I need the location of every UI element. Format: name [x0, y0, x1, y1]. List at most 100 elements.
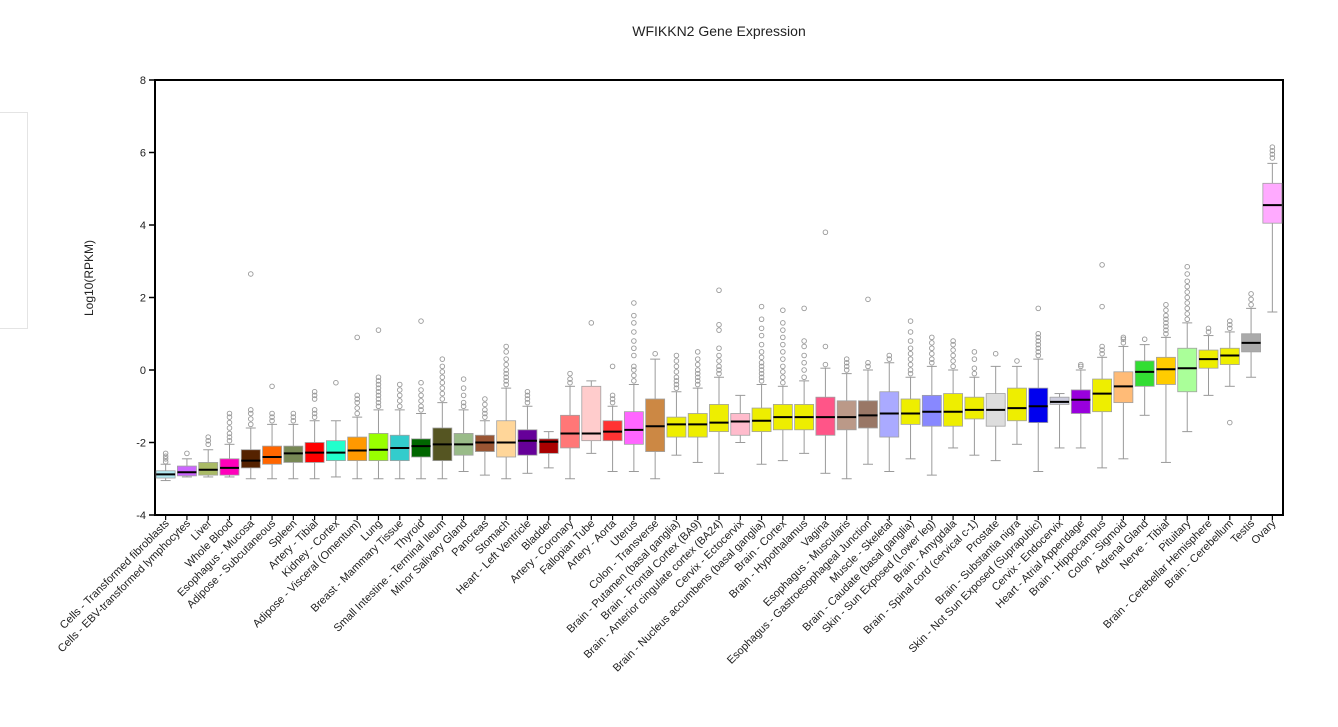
box-series: Pituitary [1157, 263, 1198, 554]
outlier-point [333, 379, 339, 386]
outlier-point [694, 370, 701, 377]
outlier-point [1269, 147, 1276, 154]
outlier-point [375, 381, 382, 388]
outlier-point [758, 349, 765, 355]
outlier-point [716, 367, 722, 373]
outlier-point [226, 430, 233, 437]
outlier-point [1099, 303, 1105, 310]
outlier-point [162, 458, 169, 465]
y-tick-label: 2 [140, 293, 146, 305]
outlier-point [248, 421, 254, 428]
outlier-point [503, 361, 509, 368]
x-tick-label: Cells - EBV-transformed lymphocytes [56, 517, 194, 655]
outlier-point [929, 350, 935, 357]
outlier-point [418, 387, 424, 393]
outlier-point [631, 300, 637, 306]
outlier-point [354, 396, 360, 402]
outlier-point [758, 325, 765, 332]
outlier-point [162, 456, 169, 462]
outlier-point [950, 363, 956, 370]
outlier-point [248, 271, 254, 277]
outlier-point [822, 361, 829, 368]
outlier-point [801, 338, 807, 344]
outlier-point [843, 360, 850, 366]
outlier-point [631, 372, 637, 379]
box-series: Skin - Not Sun Exposed (Suprapubic) [907, 305, 1049, 655]
outlier-point [971, 356, 978, 362]
box [326, 440, 346, 462]
outlier-point [865, 296, 871, 303]
box [262, 445, 282, 465]
box-series: Cells - Transformed fibroblasts [58, 450, 176, 632]
outlier-point [907, 356, 914, 362]
outlier-point [673, 352, 680, 359]
outlier-point [1205, 329, 1212, 335]
outlier-point [716, 327, 722, 333]
box-series: Lung [359, 327, 389, 543]
outlier-point [375, 378, 382, 384]
outlier-point [631, 378, 637, 384]
outlier-point [439, 356, 446, 362]
box [836, 400, 857, 431]
outlier-point [673, 374, 680, 381]
box [709, 404, 729, 433]
box-series: Adipose - Visceral (Omentum) [251, 334, 368, 630]
outlier-point [1035, 305, 1041, 312]
outlier-point [886, 352, 893, 359]
outlier-point [1163, 312, 1169, 319]
outlier-point [248, 410, 254, 417]
outlier-point [865, 360, 871, 366]
outlier-point [226, 414, 233, 420]
outlier-point [524, 396, 531, 402]
outlier-point [1099, 347, 1105, 353]
outlier-point [609, 392, 616, 399]
outlier-point [460, 385, 467, 391]
outlier-point [248, 407, 254, 413]
outlier-point [226, 410, 233, 417]
outlier-point [1035, 334, 1041, 341]
outlier-point [397, 387, 403, 393]
box [1177, 347, 1198, 393]
outlier-point [460, 392, 467, 399]
outlier-point [205, 434, 211, 440]
x-tick-label: Ovary [1249, 517, 1279, 547]
box [1070, 389, 1091, 414]
outlier-point [780, 307, 786, 313]
side-panel [0, 112, 28, 329]
outlier-point [758, 378, 765, 384]
box [1092, 378, 1112, 413]
outlier-point [311, 410, 318, 417]
outlier-point [780, 341, 786, 348]
outlier-point [311, 396, 318, 402]
outlier-point [269, 414, 275, 420]
outlier-point [503, 381, 509, 388]
outlier-point [567, 370, 573, 377]
outlier-point [503, 356, 509, 362]
outlier-point [631, 367, 637, 373]
outlier-point [375, 385, 382, 391]
outlier-point [907, 318, 914, 324]
outlier-point [1227, 325, 1233, 332]
outlier-point [631, 338, 637, 344]
outlier-point [524, 399, 531, 406]
outlier-point [1184, 278, 1190, 284]
plot-area: -4 -2 0 2 4 6 8 Cells - Transformed fibroblasts… [56, 75, 1284, 674]
outlier-point [758, 354, 765, 361]
outlier-point [439, 363, 446, 370]
outlier-point [311, 414, 318, 420]
outlier-point [418, 379, 424, 386]
outlier-point [609, 399, 616, 406]
outlier-point [1248, 291, 1254, 297]
outlier-point [375, 327, 382, 333]
outlier-point [482, 410, 488, 417]
box [517, 429, 538, 456]
outlier-point [1163, 307, 1169, 313]
outlier-point [1184, 300, 1190, 306]
outlier-point [460, 376, 467, 382]
outlier-point [1184, 311, 1190, 317]
outlier-point [1163, 331, 1169, 337]
outlier-point [801, 305, 807, 312]
box [496, 420, 517, 458]
outlier-point [822, 229, 829, 235]
